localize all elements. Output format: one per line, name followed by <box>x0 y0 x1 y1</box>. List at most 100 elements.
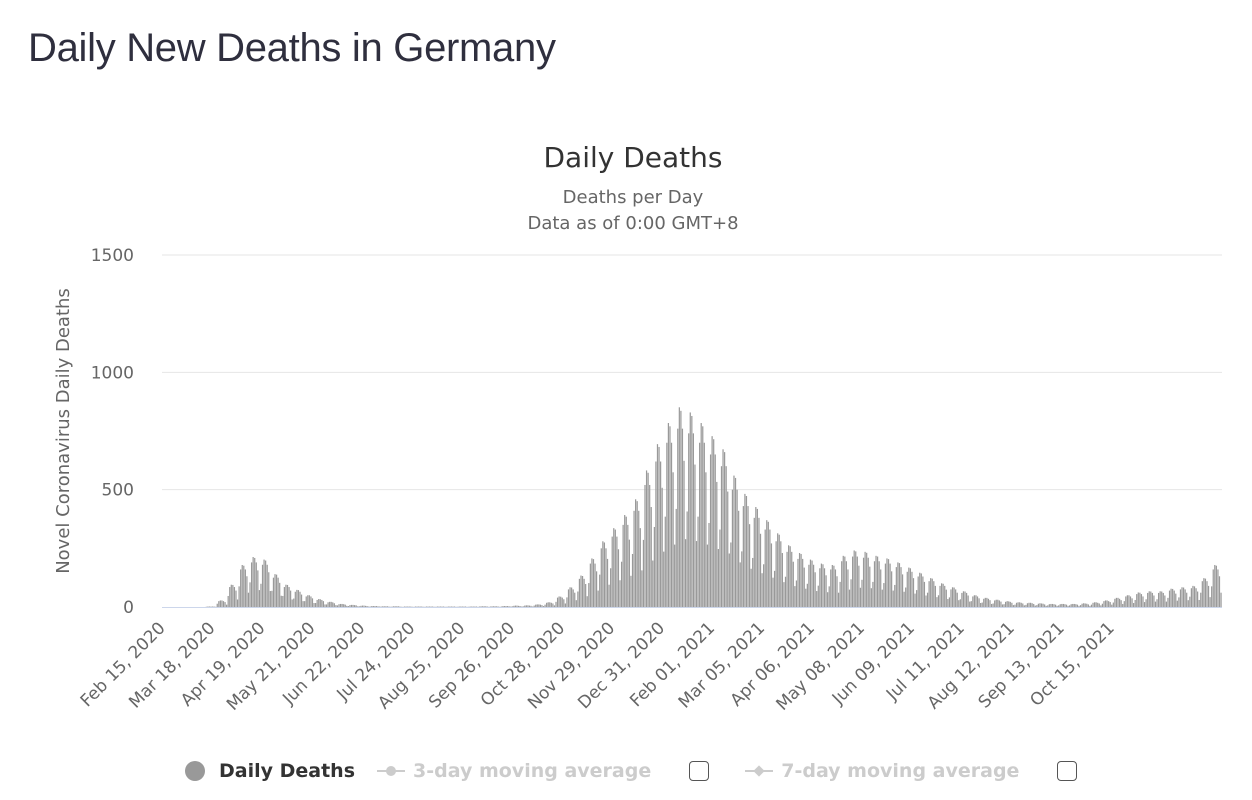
bar-day-55 <box>247 592 250 607</box>
bar-day-522 <box>976 596 979 607</box>
bar-day-274 <box>589 563 591 607</box>
bar-day-537 <box>1000 601 1002 607</box>
bar-day-231 <box>522 606 524 607</box>
bar-day-82 <box>290 590 292 607</box>
bar-day-625 <box>1137 592 1139 607</box>
bar-day-602 <box>1101 603 1104 607</box>
bar-day-622 <box>1133 603 1135 607</box>
bar-day-142 <box>383 606 385 607</box>
bar-day-352 <box>711 436 713 607</box>
bar-day-615 <box>1122 603 1124 607</box>
bar-day-232 <box>524 605 526 607</box>
bar-day-394 <box>777 533 779 607</box>
bar-day-488 <box>923 581 926 607</box>
bar-day-518 <box>970 601 972 607</box>
bar-day-342 <box>695 541 698 607</box>
bar-day-250 <box>552 603 554 607</box>
bar-day-404 <box>792 561 794 607</box>
bar-day-460 <box>880 569 882 607</box>
bar-day-663 <box>1197 591 1199 607</box>
bar-day-288 <box>611 536 613 607</box>
bar-day-603 <box>1103 601 1105 607</box>
legend-item-daily-deaths[interactable]: Daily Deaths <box>185 760 355 782</box>
bar-day-114 <box>339 603 342 607</box>
bar-day-102 <box>321 599 323 607</box>
bar-day-473 <box>900 567 902 607</box>
bar-day-455 <box>872 581 874 607</box>
bar-day-308 <box>642 539 645 607</box>
y-tick-500: 500 <box>102 481 134 501</box>
bar-day-83 <box>291 599 293 607</box>
bar-day-493 <box>931 578 933 607</box>
bar-day-545 <box>1012 605 1015 607</box>
bar-day-476 <box>905 587 907 607</box>
bar-day-339 <box>691 415 693 607</box>
bar-day-246 <box>546 602 548 607</box>
bar-day-555 <box>1028 602 1030 607</box>
bar-day-143 <box>385 606 387 607</box>
bar-day-580 <box>1067 605 1069 607</box>
bar-day-265 <box>575 600 577 607</box>
bar-day-285 <box>606 558 609 607</box>
bar-day-594 <box>1089 605 1091 607</box>
bar-day-211 <box>491 606 493 607</box>
bar-day-538 <box>1001 604 1004 607</box>
bar-day-425 <box>825 575 827 607</box>
bar-day-613 <box>1118 598 1121 607</box>
bar-day-333 <box>681 428 684 607</box>
bar-day-496 <box>936 597 938 607</box>
bar-day-426 <box>827 592 829 607</box>
bar-day-521 <box>975 595 977 607</box>
bar-day-327 <box>672 472 674 607</box>
bar-day-320 <box>661 487 663 607</box>
bar-day-534 <box>995 599 997 607</box>
bar-day-329 <box>675 508 677 607</box>
bar-day-530 <box>989 600 991 607</box>
bar-day-260 <box>567 589 570 607</box>
bar-day-550 <box>1020 602 1022 607</box>
bar-day-99 <box>316 599 318 607</box>
bar-day-410 <box>802 558 804 607</box>
x-tick-label: May 08, 2021 <box>773 618 869 714</box>
bar-day-451 <box>866 552 868 607</box>
legend-item-7-day-average[interactable]: 7-day moving average <box>745 760 1091 782</box>
bar-day-514 <box>964 591 966 607</box>
bar-day-606 <box>1108 601 1110 607</box>
bar-day-566 <box>1045 605 1047 607</box>
bar-day-357 <box>719 529 721 607</box>
bar-day-448 <box>861 579 863 607</box>
bar-day-263 <box>572 589 574 607</box>
bar-day-647 <box>1172 588 1174 607</box>
bar-day-406 <box>795 580 798 607</box>
bar-day-113 <box>338 604 340 607</box>
bar-day-214 <box>496 606 498 607</box>
bar-day-129 <box>363 605 365 607</box>
bar-day-256 <box>561 597 563 607</box>
bar-day-443 <box>853 550 855 607</box>
bar-day-495 <box>934 585 936 607</box>
bar-day-122 <box>352 604 354 607</box>
bar-day-419 <box>816 591 818 607</box>
bar-day-510 <box>958 600 960 607</box>
bar-day-131 <box>366 606 368 607</box>
bar-day-653 <box>1181 587 1183 607</box>
bar-day-434 <box>839 581 841 607</box>
bar-day-295 <box>622 524 624 607</box>
bar-day-61 <box>257 570 259 607</box>
ma3-checkbox[interactable] <box>689 761 710 781</box>
bar-day-110 <box>333 603 335 607</box>
bar-day-85 <box>294 591 296 607</box>
bar-day-579 <box>1065 604 1068 607</box>
bar-day-453 <box>869 566 871 607</box>
bar-day-678 <box>1220 592 1222 607</box>
bar-day-112 <box>336 605 339 607</box>
bar-day-638 <box>1157 592 1160 607</box>
bar-day-418 <box>814 572 816 607</box>
legend-item-3-day-average[interactable]: 3-day moving average <box>377 760 723 782</box>
bar-day-654 <box>1182 587 1185 607</box>
bar-day-311 <box>647 472 649 607</box>
bar-day-351 <box>709 454 712 607</box>
bar-day-571 <box>1053 604 1055 607</box>
bar-day-261 <box>569 587 571 607</box>
ma7-checkbox[interactable] <box>1057 761 1078 781</box>
